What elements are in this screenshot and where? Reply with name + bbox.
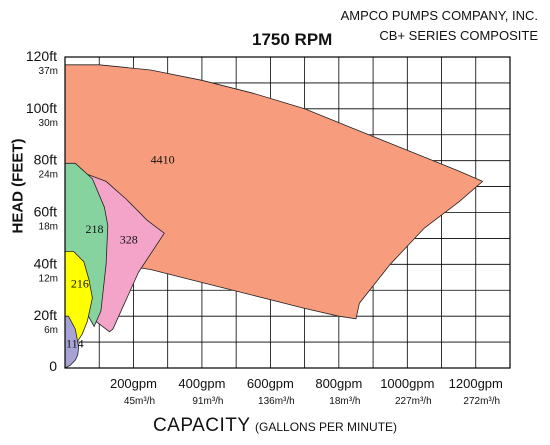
x-tick-label: 1000gpm <box>380 376 434 391</box>
y-tick-labels: 0 20ft 6m 40ft 12m 60ft 18m 80ft 24m 100ft 30m 120f… <box>26 48 58 374</box>
y-tick-sublabel: 12m <box>39 273 58 284</box>
x-tick-sublabel: 136m³/h <box>258 396 295 407</box>
x-tick-label: 800gpm <box>315 376 362 391</box>
x-tick-label: 200gpm <box>110 376 157 391</box>
x-tick-sublabel: 45m³/h <box>124 396 155 407</box>
pump-label-114: 114 <box>66 336 84 350</box>
x-tick-label: 600gpm <box>247 376 294 391</box>
y-tick-label: 100ft <box>26 100 57 116</box>
x-axis-label-main: CAPACITY <box>152 415 251 436</box>
y-tick-label: 80ft <box>34 152 57 168</box>
y-tick-sublabel: 24m <box>39 170 58 181</box>
y-tick-label: 0 <box>49 358 57 374</box>
x-axis-label-sub: (GALLONS PER MINUTE) <box>255 420 398 434</box>
chart-title: 1750 RPM <box>252 30 333 49</box>
pump-area-114 <box>64 315 80 369</box>
series-name: CB+ SERIES COMPOSITE <box>379 28 538 43</box>
y-tick-label: 40ft <box>34 255 57 271</box>
x-tick-label: 1200gpm <box>449 376 503 391</box>
x-axis-label: CAPACITY (GALLONS PER MINUTE) <box>0 415 550 437</box>
pump-label-218: 218 <box>86 222 104 236</box>
y-tick-sublabel: 30m <box>39 118 58 129</box>
pump-label-216: 216 <box>71 277 89 291</box>
plot-frame <box>64 56 511 369</box>
x-tick-sublabel: 18m³/h <box>329 396 360 407</box>
y-tick-label: 60ft <box>34 204 57 220</box>
y-tick-label: 20ft <box>34 307 57 323</box>
x-tick-label: 400gpm <box>178 376 225 391</box>
pump-label-4410: 4410 <box>151 152 175 166</box>
y-tick-sublabel: 18m <box>39 222 58 233</box>
pump-area-4410 <box>64 64 484 368</box>
y-axis-label: HEAD (FEET) <box>9 138 27 234</box>
pump-areas <box>64 64 484 369</box>
y-tick-sublabel: 6m <box>44 325 58 336</box>
x-tick-sublabel: 272m³/h <box>463 396 500 407</box>
pump-label-328: 328 <box>120 233 138 247</box>
area-labels: 4410 328 218 216 114 <box>66 152 175 350</box>
x-tick-sublabel: 227m³/h <box>395 396 432 407</box>
y-tick-sublabel: 37m <box>39 66 58 77</box>
x-tick-labels: 200gpm 45m³/h 400gpm 91m³/h 600gpm 136m³/h 800… <box>110 376 503 407</box>
y-tick-label: 120ft <box>26 48 57 64</box>
x-tick-sublabel: 91m³/h <box>192 396 223 407</box>
company-name: AMPCO PUMPS COMPANY, INC. <box>340 8 538 23</box>
company-header: AMPCO PUMPS COMPANY, INC. CB+ SERIES COM… <box>341 6 538 46</box>
